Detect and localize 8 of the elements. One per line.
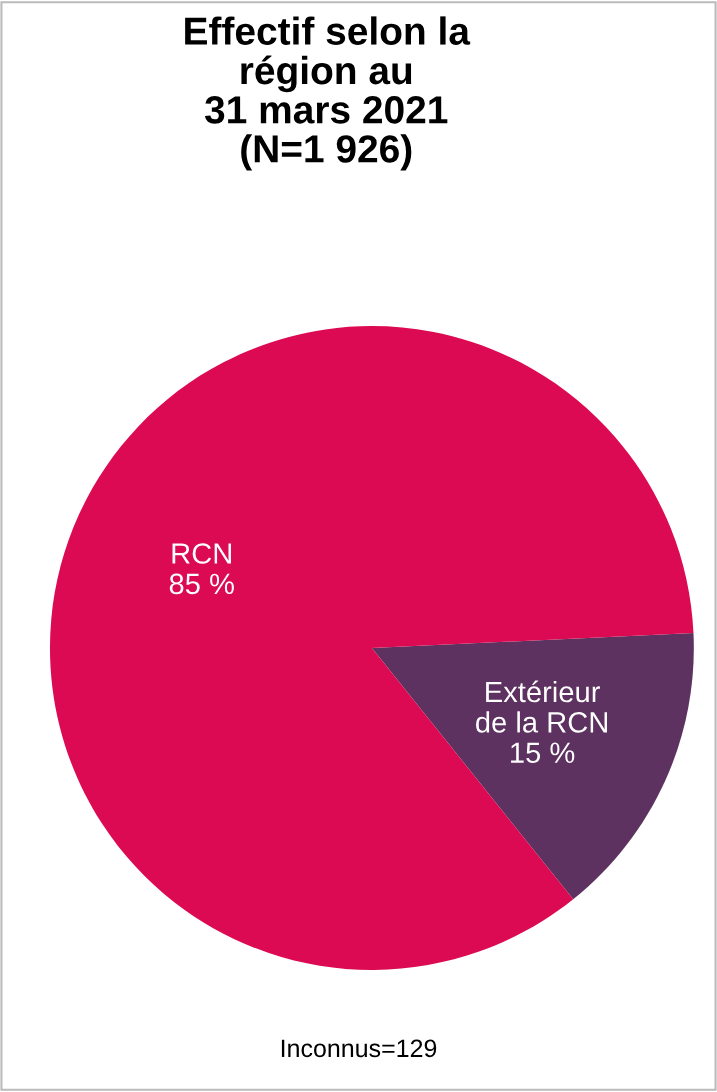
slice-label: Extérieur de la RCN — [476, 680, 607, 733]
data-label: 85 % — [169, 573, 234, 595]
pie-slice — [49, 326, 694, 970]
data-label: 15 % — [511, 742, 575, 764]
pie-slice — [371, 632, 694, 900]
text: Inconnus=129 — [281, 1039, 437, 1058]
chart-title: Effectif selon la région au 31 mars 2021 (N=1 926) — [185, 16, 471, 171]
slice-label: RCN — [172, 543, 231, 564]
